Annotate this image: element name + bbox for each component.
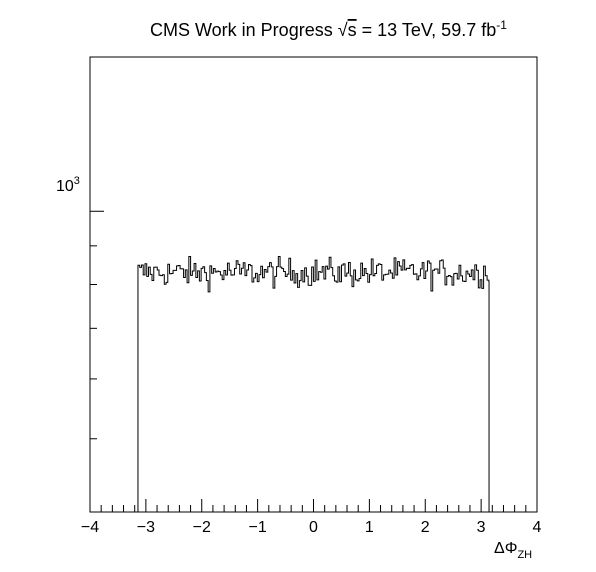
x-tick-label: −3	[137, 519, 155, 536]
plot-frame	[89, 56, 538, 513]
x-tick-label: −2	[193, 519, 211, 536]
x-tick-label: −4	[81, 519, 99, 536]
histogram-series	[137, 255, 490, 512]
x-axis-title: ΔΦZH	[494, 540, 532, 561]
x-tick-label: 1	[365, 519, 374, 536]
sqrt-symbol: √	[338, 20, 348, 40]
chart-title: CMS Work in Progress √s = 13 TeV, 59.7 f…	[150, 18, 507, 40]
x-tick-label: 3	[477, 519, 486, 536]
y-tick-label-1000: 103	[56, 175, 80, 195]
x-tick-label: 2	[421, 519, 430, 536]
x-tick-label: −1	[249, 519, 267, 536]
x-axis-ticks: −4 −3 −2 −1 0 1 2 3 4	[81, 499, 542, 536]
x-tick-label: 4	[533, 519, 542, 536]
x-tick-label: 0	[309, 519, 318, 536]
y-axis-ticks	[90, 210, 104, 440]
